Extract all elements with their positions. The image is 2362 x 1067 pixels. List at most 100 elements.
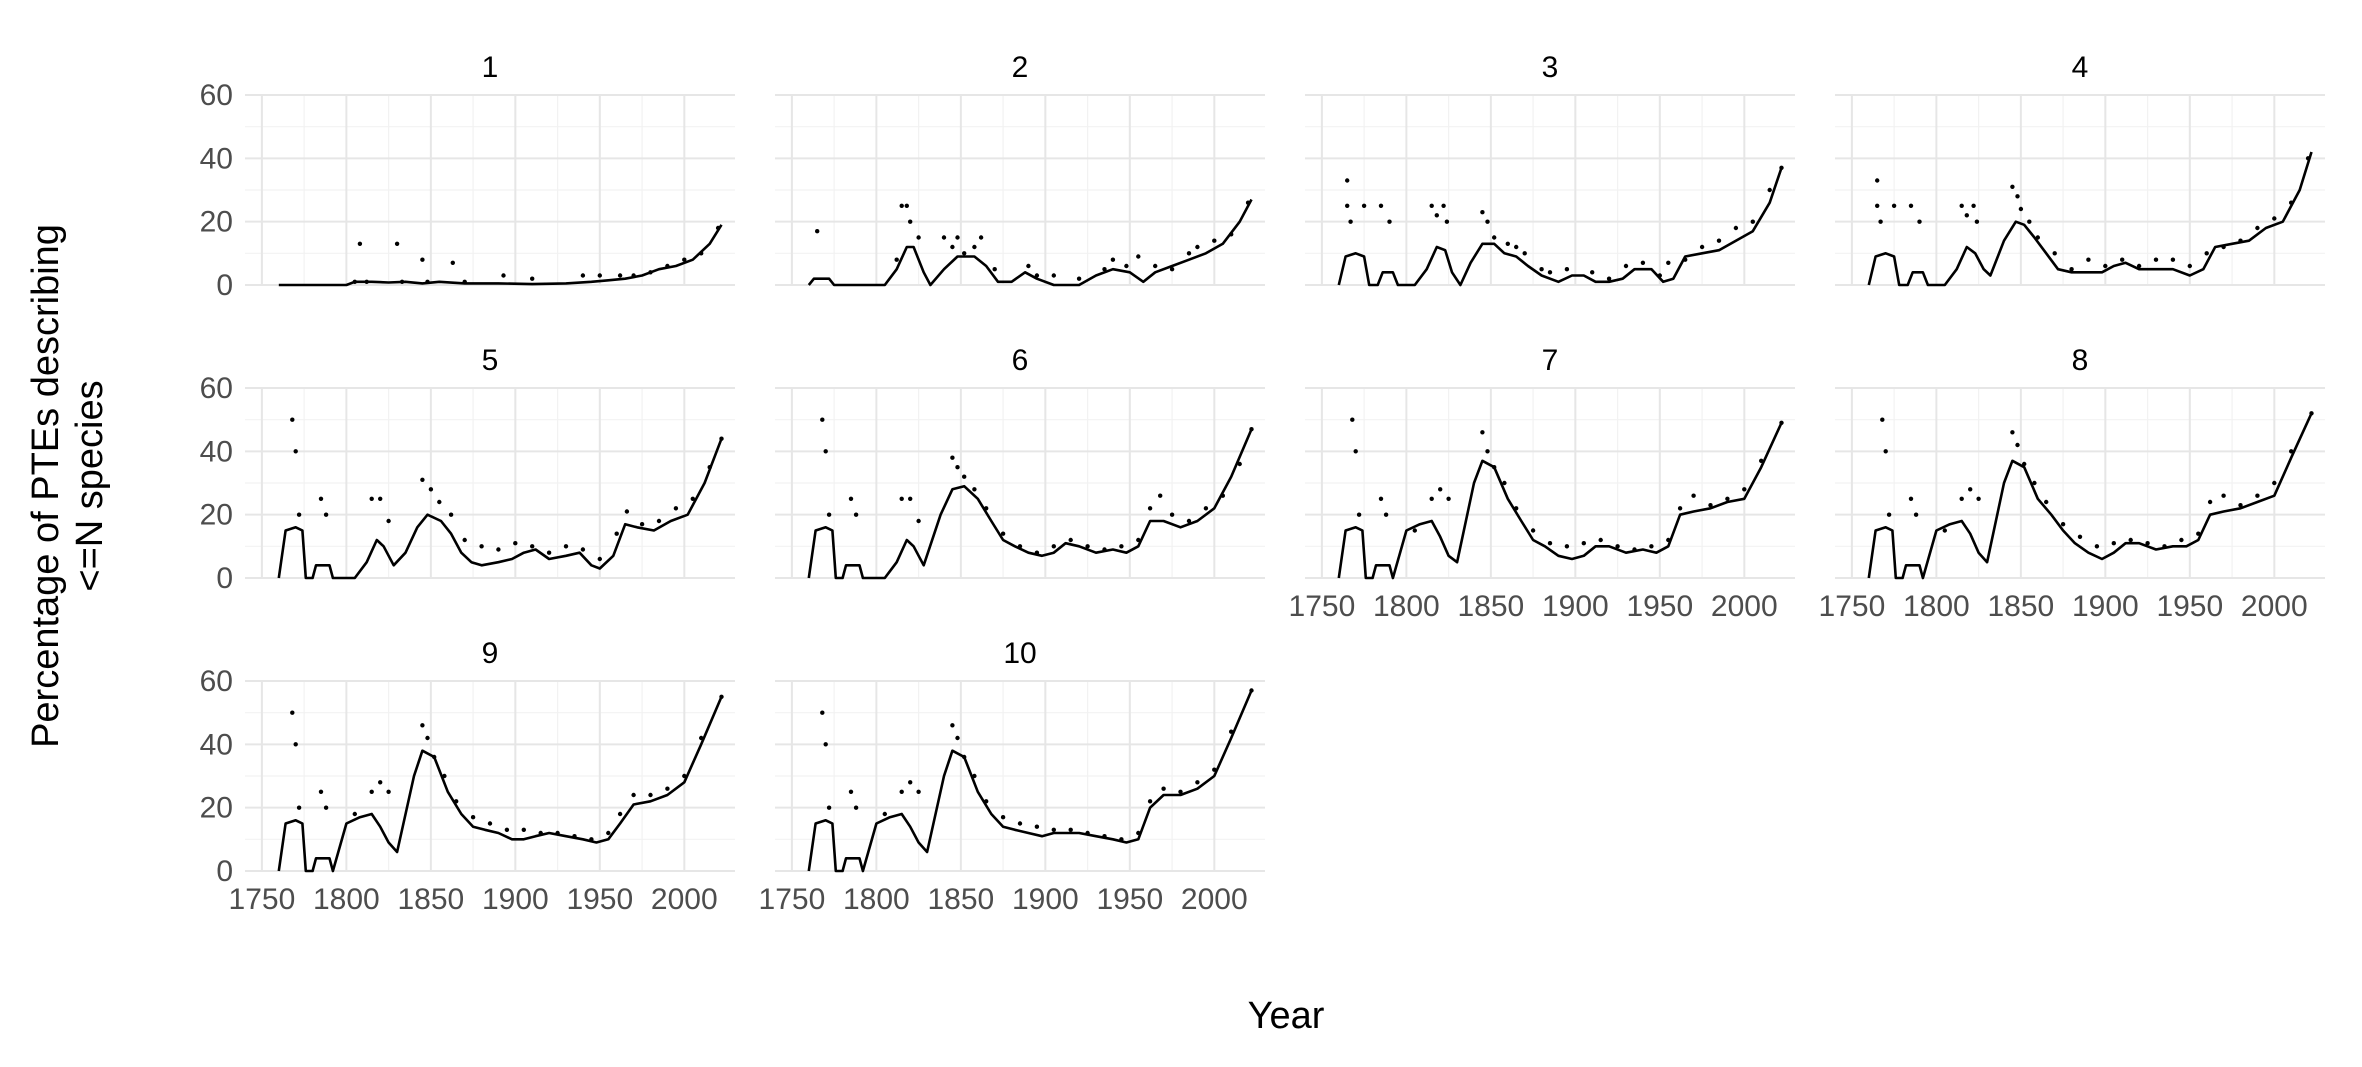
data-point bbox=[639, 522, 645, 527]
data-point bbox=[437, 499, 442, 505]
data-point bbox=[1085, 544, 1090, 549]
major-grid bbox=[1305, 94, 1795, 286]
data-point bbox=[589, 837, 594, 842]
data-point bbox=[2032, 480, 2037, 486]
x-tick-label: 2000 bbox=[1711, 590, 1778, 623]
panel-6: 6 bbox=[775, 344, 1265, 580]
data-point bbox=[1034, 824, 1040, 829]
data-point bbox=[1102, 267, 1107, 272]
data-point bbox=[2289, 200, 2294, 205]
data-point bbox=[2010, 184, 2015, 189]
data-point bbox=[432, 754, 437, 760]
data-point bbox=[2111, 541, 2116, 546]
data-point bbox=[955, 735, 960, 741]
x-tick-label: 1950 bbox=[1626, 590, 1693, 623]
data-point bbox=[504, 827, 510, 832]
data-point bbox=[1361, 203, 1367, 208]
data-point bbox=[1124, 263, 1129, 269]
panel-8: 8 1750 1800 1850 1900 1950 2000 bbox=[1819, 344, 2325, 623]
data-point bbox=[1245, 200, 1251, 205]
data-point bbox=[1348, 219, 1353, 224]
data-point bbox=[1875, 203, 1880, 208]
data-point bbox=[1345, 178, 1350, 183]
data-point bbox=[908, 496, 913, 501]
major-grid bbox=[1835, 94, 2325, 286]
y-tick-label: 20 bbox=[200, 499, 233, 532]
data-point bbox=[1767, 187, 1772, 193]
data-point bbox=[1034, 550, 1040, 555]
data-point bbox=[631, 273, 636, 278]
points bbox=[820, 688, 1254, 842]
data-point bbox=[2255, 225, 2260, 231]
data-point bbox=[420, 723, 425, 728]
data-point bbox=[1492, 465, 1497, 470]
data-point bbox=[2044, 499, 2049, 505]
x-tick-label: 1750 bbox=[1289, 590, 1356, 623]
major-grid bbox=[1305, 387, 1795, 579]
data-point bbox=[1076, 276, 1082, 281]
y-tick-label: 60 bbox=[200, 665, 233, 698]
data-point bbox=[719, 436, 724, 441]
trend-line bbox=[1867, 412, 2313, 580]
data-point bbox=[1883, 449, 1888, 454]
x-tick-label: 1900 bbox=[2072, 590, 2139, 623]
data-point bbox=[1725, 496, 1730, 501]
data-point bbox=[1110, 257, 1116, 262]
data-point bbox=[1353, 449, 1358, 454]
trend-line bbox=[807, 428, 1253, 580]
x-tick-label: 1800 bbox=[843, 883, 910, 916]
data-point bbox=[572, 834, 577, 839]
data-point bbox=[1908, 203, 1914, 208]
data-point bbox=[1017, 821, 1023, 826]
data-point bbox=[425, 279, 430, 284]
panel-1: 1 0 20 40 60 bbox=[200, 51, 735, 302]
data-point bbox=[1169, 267, 1175, 272]
panel-title: 6 bbox=[1012, 344, 1029, 377]
data-point bbox=[1147, 799, 1153, 804]
x-tick-label: 1750 bbox=[229, 883, 296, 916]
data-point bbox=[2015, 442, 2020, 448]
data-point bbox=[378, 780, 383, 785]
data-point bbox=[1441, 203, 1446, 208]
data-point bbox=[428, 487, 434, 492]
data-point bbox=[1345, 203, 1350, 208]
data-point bbox=[719, 694, 724, 699]
x-tick-label: 2000 bbox=[1181, 883, 1248, 916]
data-point bbox=[1186, 518, 1192, 524]
data-point bbox=[2272, 216, 2277, 221]
data-point bbox=[290, 710, 295, 715]
data-point bbox=[1485, 219, 1490, 224]
trend-line bbox=[807, 198, 1253, 287]
data-point bbox=[1908, 496, 1914, 501]
data-point bbox=[1974, 219, 1980, 224]
data-point bbox=[597, 273, 602, 278]
data-point bbox=[1068, 537, 1073, 543]
data-point bbox=[296, 512, 302, 517]
x-tick-label: 1850 bbox=[1457, 590, 1524, 623]
data-point bbox=[1649, 544, 1654, 549]
data-point bbox=[2086, 257, 2091, 262]
data-point bbox=[1153, 263, 1158, 269]
data-point bbox=[1530, 528, 1536, 533]
data-point bbox=[815, 229, 820, 234]
data-point bbox=[2035, 235, 2041, 240]
data-point bbox=[908, 219, 913, 224]
data-point bbox=[580, 273, 586, 278]
data-point bbox=[364, 279, 369, 284]
data-point bbox=[318, 789, 324, 794]
panel-2: 2 bbox=[775, 51, 1265, 287]
data-point bbox=[1000, 815, 1006, 820]
data-point bbox=[2196, 531, 2201, 536]
data-point bbox=[1759, 458, 1764, 463]
y-tick-label: 0 bbox=[216, 562, 233, 595]
data-point bbox=[1147, 506, 1153, 511]
panel-title: 8 bbox=[2072, 344, 2089, 377]
data-point bbox=[826, 512, 832, 517]
data-point bbox=[1522, 251, 1527, 256]
data-point bbox=[992, 267, 997, 272]
data-point bbox=[631, 792, 636, 798]
data-point bbox=[1480, 210, 1485, 215]
data-point bbox=[1136, 830, 1141, 836]
data-point bbox=[1742, 487, 1747, 492]
data-point bbox=[1564, 544, 1570, 549]
